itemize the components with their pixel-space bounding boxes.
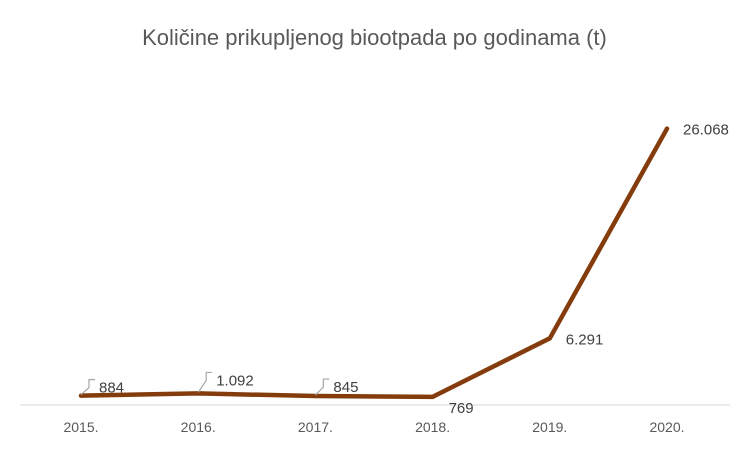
data-point xyxy=(547,336,552,341)
x-tick-label: 2019. xyxy=(532,419,567,435)
data-label: 769 xyxy=(449,400,474,417)
x-tick-label: 2020. xyxy=(649,419,684,435)
x-tick-label: 2016. xyxy=(181,419,216,435)
label-callout xyxy=(197,371,213,393)
series-layer xyxy=(78,126,670,400)
data-label: 1.092 xyxy=(216,372,254,389)
data-point xyxy=(430,394,435,399)
data-point xyxy=(665,126,669,131)
label-callout xyxy=(314,378,330,396)
chart-title: Količine prikupljenog biootpada po godin… xyxy=(142,25,607,50)
data-label: 845 xyxy=(333,379,358,396)
x-tick-label: 2017. xyxy=(298,419,333,435)
x-tick-label: 2018. xyxy=(415,419,450,435)
x-axis-ticks: 2015. 2016. 2017. 2018. 2019. 2020. xyxy=(63,419,684,435)
data-point xyxy=(313,394,318,399)
data-label: 26.068 xyxy=(683,122,729,139)
data-point xyxy=(196,391,201,396)
label-callout xyxy=(80,379,95,396)
series-line xyxy=(78,126,670,400)
data-label: 884 xyxy=(99,380,124,397)
data-point xyxy=(79,393,83,398)
data-labels: 884 1.092 845 769 6.291 26.068 xyxy=(80,122,729,417)
x-tick-label: 2015. xyxy=(63,419,98,435)
data-label: 6.291 xyxy=(566,331,604,348)
